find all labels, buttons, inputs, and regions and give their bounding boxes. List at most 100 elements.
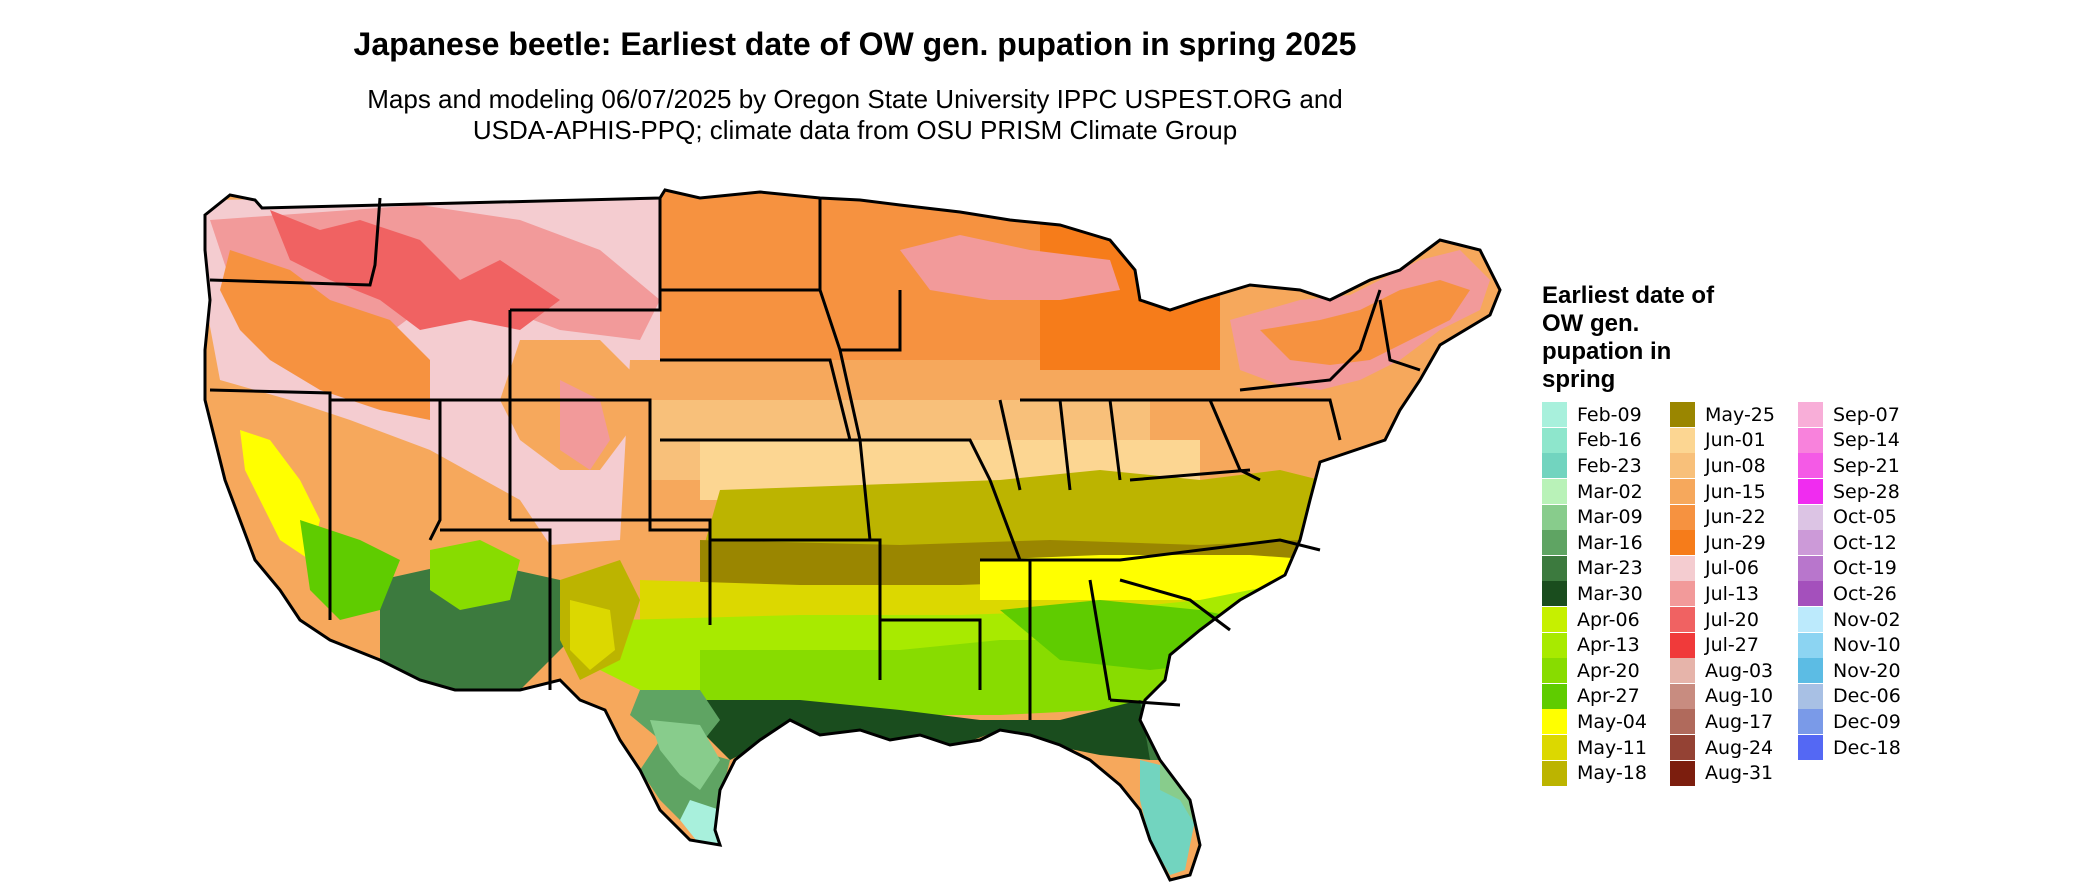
- legend-label: Apr-06: [1577, 608, 1640, 631]
- state-boundaries: [209, 197, 1421, 720]
- legend-label: Mar-30: [1577, 582, 1643, 605]
- legend-label: Sep-21: [1833, 454, 1900, 477]
- legend-swatch: [1670, 530, 1695, 556]
- legend-item: Apr-13: [1542, 632, 1670, 658]
- legend-swatch: [1542, 709, 1567, 735]
- legend-label: Oct-05: [1833, 506, 1897, 529]
- legend-item: Feb-23: [1542, 453, 1670, 479]
- legend-item: Apr-27: [1542, 683, 1670, 710]
- legend-column: Sep-07 Sep-14 Sep-21 Sep-28 Oct-05 Oct-12 Oct-…: [1798, 402, 1926, 786]
- legend-item: Jun-29: [1670, 530, 1798, 556]
- legend-column: Feb-09 Feb-16 Feb-23 Mar-02 Mar-09 Mar-16 Mar-…: [1542, 402, 1670, 786]
- legend-item: Oct-19: [1798, 555, 1926, 582]
- legend-item: Apr-06: [1542, 607, 1670, 633]
- legend-item: May-04: [1542, 709, 1670, 735]
- legend-label: Dec-06: [1833, 685, 1901, 708]
- legend-swatch: [1670, 632, 1695, 658]
- legend-swatch: [1542, 504, 1567, 530]
- legend-item: May-18: [1542, 760, 1670, 786]
- legend-swatch: [1670, 555, 1695, 581]
- legend-item: Jul-20: [1670, 607, 1798, 633]
- legend-label: Sep-14: [1833, 429, 1900, 452]
- legend-item: Aug-24: [1670, 735, 1798, 761]
- legend-label: Feb-09: [1577, 403, 1642, 426]
- legend-item: Jul-13: [1670, 581, 1798, 607]
- legend-item: Dec-06: [1798, 683, 1926, 710]
- legend-item: Dec-18: [1798, 735, 1926, 761]
- legend-columns: Feb-09 Feb-16 Feb-23 Mar-02 Mar-09 Mar-16 Mar-…: [1542, 402, 1926, 786]
- legend-label: Jun-29: [1705, 531, 1766, 554]
- legend-label: Sep-07: [1833, 403, 1900, 426]
- legend-swatch: [1542, 632, 1567, 658]
- legend-label: Apr-27: [1577, 685, 1640, 708]
- legend-label: Apr-20: [1577, 659, 1640, 682]
- legend-title: Earliest date of OW gen. pupation in spr…: [1542, 282, 1715, 393]
- legend-swatch: [1542, 530, 1567, 556]
- legend-item: May-11: [1542, 735, 1670, 761]
- legend-item: Sep-28: [1798, 479, 1926, 505]
- legend-swatch: [1670, 453, 1695, 479]
- legend-swatch: [1798, 735, 1823, 761]
- legend-swatch: [1670, 735, 1695, 761]
- legend-item: Mar-30: [1542, 581, 1670, 607]
- legend-swatch: [1542, 479, 1567, 505]
- legend-swatch: [1670, 607, 1695, 633]
- legend-swatch: [1542, 453, 1567, 479]
- legend-label: Sep-28: [1833, 480, 1900, 503]
- legend-label: Aug-31: [1705, 762, 1774, 785]
- legend-item: Apr-20: [1542, 658, 1670, 684]
- legend-swatch: [1670, 760, 1695, 786]
- legend-label: Oct-19: [1833, 557, 1897, 580]
- legend-item: Dec-09: [1798, 709, 1926, 735]
- legend-label: Dec-09: [1833, 710, 1901, 733]
- legend-swatch: [1798, 504, 1823, 530]
- legend-label: Oct-26: [1833, 582, 1897, 605]
- legend-label: Dec-18: [1833, 736, 1901, 759]
- legend-swatch: [1542, 607, 1567, 633]
- legend-item: Sep-14: [1798, 427, 1926, 454]
- legend-item: Jul-27: [1670, 632, 1798, 658]
- legend-item: Nov-20: [1798, 658, 1926, 684]
- legend-swatch: [1542, 555, 1567, 581]
- legend-label: Nov-02: [1833, 608, 1901, 631]
- legend-swatch: [1542, 658, 1567, 684]
- legend-label: Apr-13: [1577, 634, 1640, 657]
- legend-swatch: [1798, 709, 1823, 735]
- legend-item: Jun-22: [1670, 504, 1798, 530]
- legend-label: Nov-10: [1833, 634, 1901, 657]
- map-title: Japanese beetle: Earliest date of OW gen…: [353, 26, 1357, 62]
- legend-label: Mar-09: [1577, 506, 1643, 529]
- legend-label: Feb-23: [1577, 454, 1642, 477]
- legend-item: Feb-16: [1542, 427, 1670, 454]
- legend-label: Jun-01: [1705, 429, 1766, 452]
- legend-swatch: [1798, 479, 1823, 505]
- legend-swatch: [1670, 427, 1695, 453]
- map-subtitle: Maps and modeling 06/07/2025 by Oregon S…: [320, 84, 1390, 146]
- legend-swatch: [1798, 453, 1823, 479]
- legend-swatch: [1542, 402, 1567, 428]
- subtitle-line-2: USDA-APHIS-PPQ; climate data from OSU PR…: [472, 115, 1238, 145]
- legend-label: Aug-03: [1705, 659, 1774, 682]
- legend-item: Oct-26: [1798, 581, 1926, 607]
- legend-item: Feb-09: [1542, 402, 1670, 428]
- legend-label: Jul-27: [1705, 634, 1759, 657]
- legend-label: Jul-06: [1705, 557, 1759, 580]
- legend-item: Nov-02: [1798, 607, 1926, 633]
- legend-swatch: [1542, 760, 1567, 786]
- legend-swatch: [1798, 581, 1823, 607]
- legend-label: Aug-24: [1705, 736, 1774, 759]
- legend-label: Jul-13: [1705, 582, 1759, 605]
- legend-label: Mar-16: [1577, 531, 1643, 554]
- legend: Earliest date of OW gen. pupation in spr…: [1542, 282, 1901, 786]
- legend-label: Jun-22: [1705, 506, 1766, 529]
- legend-swatch: [1670, 683, 1695, 709]
- legend-label: Jun-15: [1705, 480, 1766, 503]
- subtitle-line-1: Maps and modeling 06/07/2025 by Oregon S…: [367, 84, 1343, 114]
- legend-item: Mar-23: [1542, 555, 1670, 582]
- legend-item: Aug-17: [1670, 709, 1798, 735]
- legend-label: Aug-17: [1705, 710, 1774, 733]
- legend-item: Mar-02: [1542, 479, 1670, 505]
- legend-item: Aug-10: [1670, 683, 1798, 710]
- map-fill: [205, 190, 1500, 880]
- legend-swatch: [1670, 504, 1695, 530]
